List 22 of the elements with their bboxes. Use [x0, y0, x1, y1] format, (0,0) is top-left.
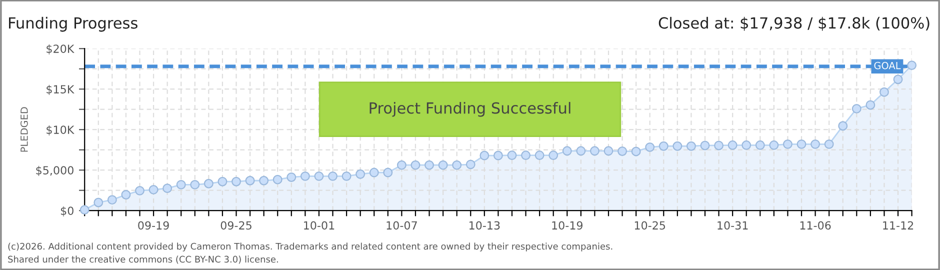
x-tick-label: 11-06: [800, 221, 831, 230]
x-tick-label: 09-19: [138, 221, 169, 230]
x-tick-label: 10-31: [718, 221, 748, 230]
x-tick-label: 10-07: [386, 221, 417, 230]
y-tick-label: $15K: [46, 84, 74, 95]
y-tick-label: $20K: [46, 44, 74, 54]
chart-subtitle: Closed at: $17,938 / $17.8k (100%): [658, 16, 930, 31]
annotation: Project Funding Successful: [370, 102, 570, 117]
text: Shared under the creative commons (CC BY-NC 3.0) license.: [8, 256, 278, 264]
text: (c)2026. Additional content provided by Cameron Thomas. Trademarks and related content are owned by their respective companies.: [8, 242, 612, 252]
chart-title: Funding Progress: [9, 16, 138, 32]
x-tick-label: 10-13: [469, 221, 500, 230]
x-tick-label: 10-19: [552, 221, 582, 230]
y-tick-label: $10K: [46, 125, 74, 136]
y-tick-label: $5,000: [36, 166, 74, 176]
x-tick-label: 09-25: [220, 221, 252, 230]
y-axis-title: PLEDGED: [20, 107, 28, 152]
ref-line-label: GOAL: [874, 62, 901, 70]
x-tick-label: 10-01: [304, 221, 334, 230]
x-tick-label: 10-25: [634, 221, 666, 230]
y-tick-label: $0: [60, 206, 74, 216]
x-tick-label: 11-12: [883, 221, 914, 230]
